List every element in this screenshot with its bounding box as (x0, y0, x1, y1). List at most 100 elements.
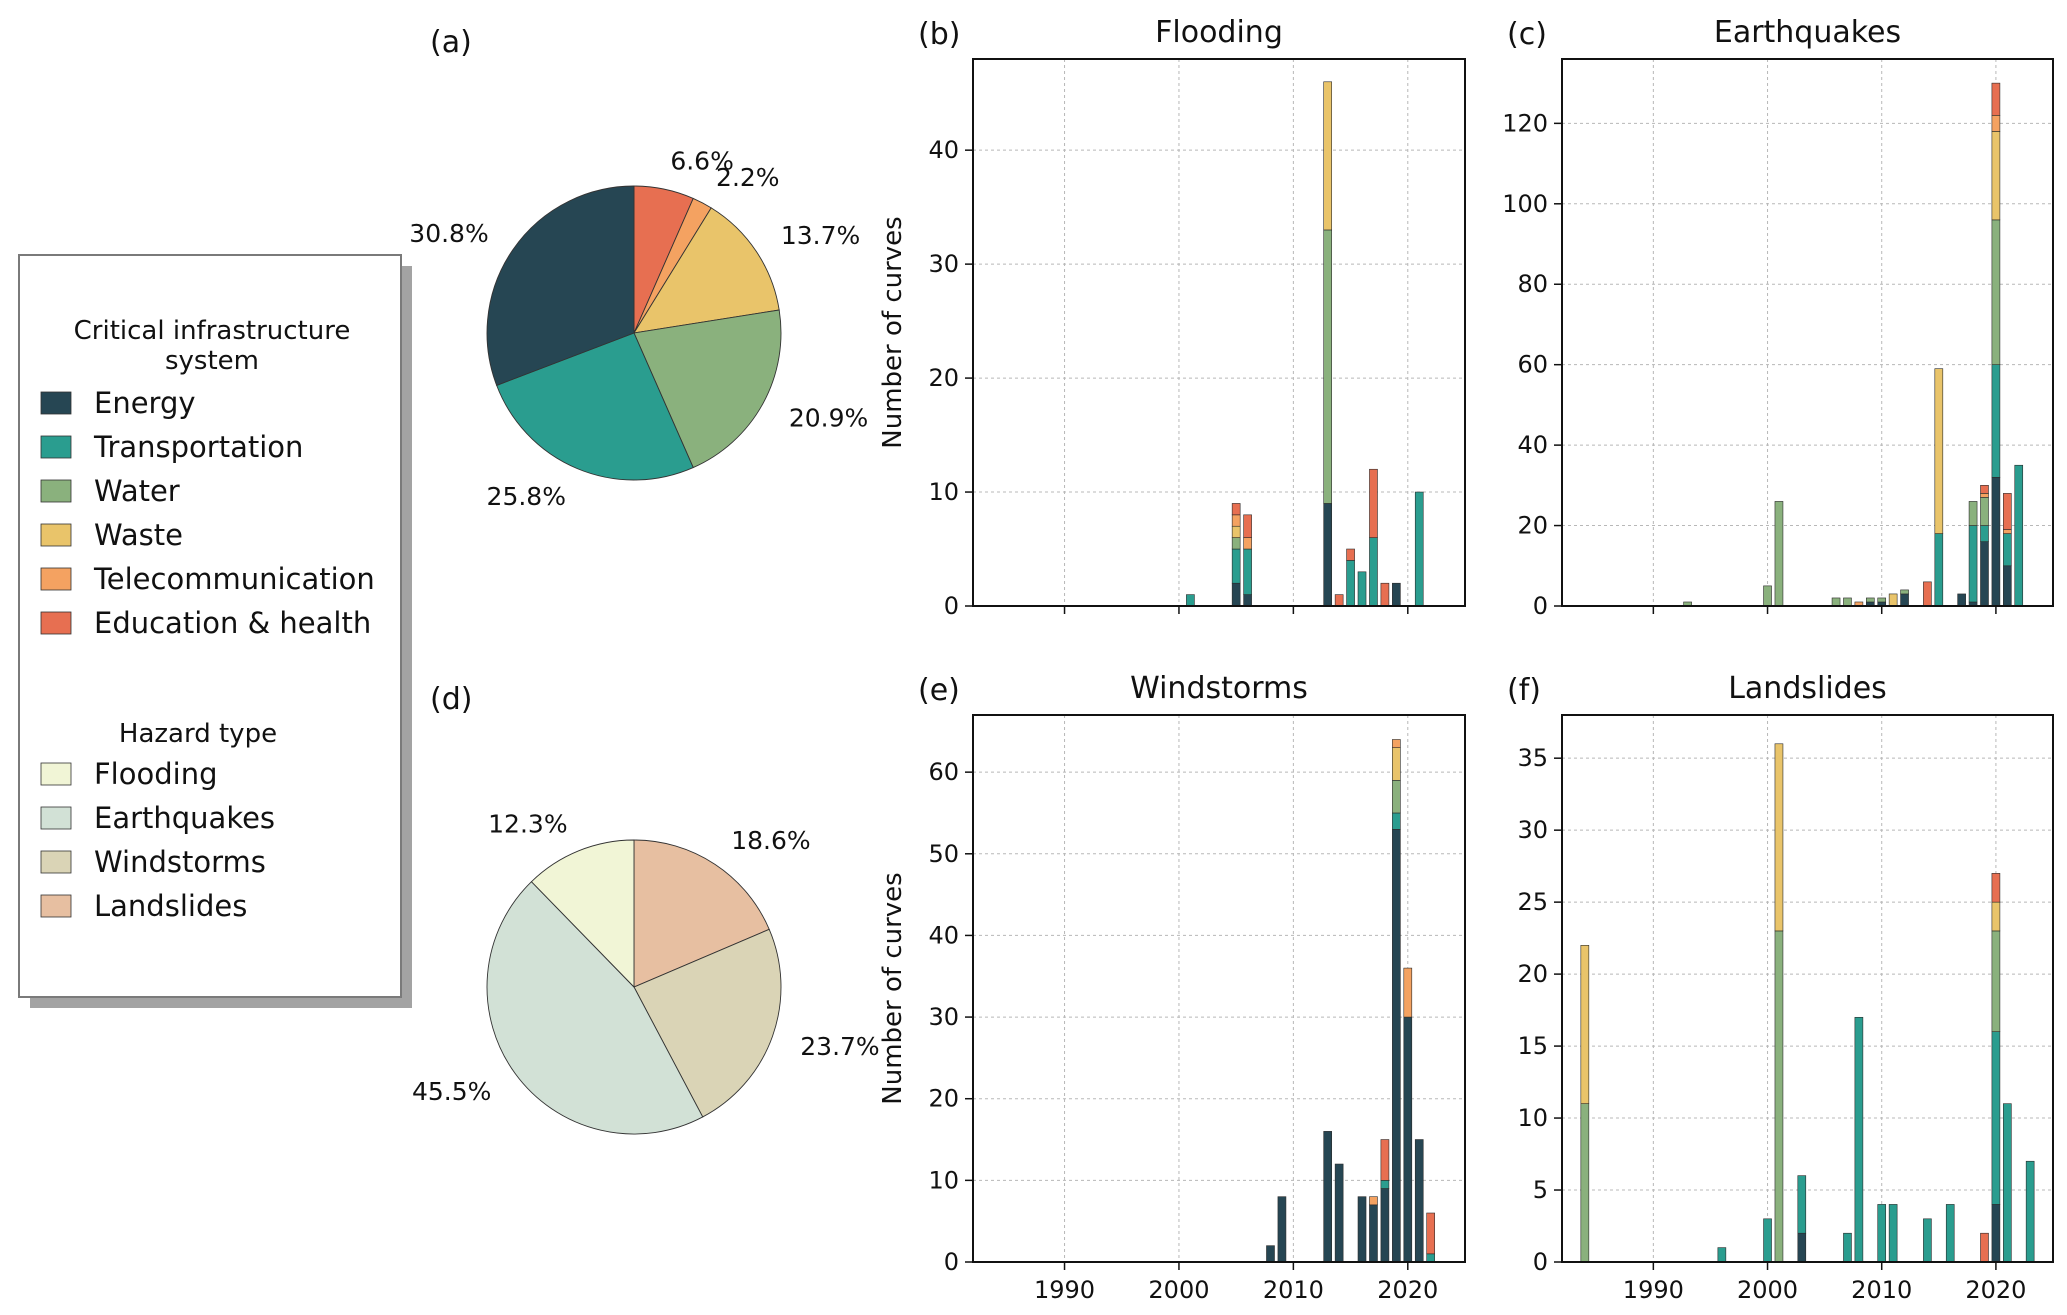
pie-slice-landslides (633, 839, 770, 988)
bar-segment-transportation (1357, 571, 1367, 607)
bar-segment-waste (1991, 901, 2001, 932)
panel-label-f: (f) (1507, 673, 1541, 708)
bar-segment-water (1866, 597, 1875, 603)
bar-segment-education-health (1380, 1139, 1390, 1181)
bar-segment-education-health (1980, 1232, 1989, 1263)
y-tick-label: 40 (928, 921, 959, 949)
bar-segment-telecommunication (1243, 537, 1252, 550)
bar-chart-e: 0 10 20 30 40 50 60 1990 2000 2010 2020 Windstorms (… (878, 671, 1466, 1304)
bar-segment-energy (1323, 1131, 1333, 1263)
chart-title: Flooding (1155, 15, 1283, 50)
pie-slice-water (633, 309, 782, 469)
bar-segment-waste (1991, 131, 2001, 221)
panel-label-e: (e) (918, 673, 960, 708)
y-tick-label: 40 (1517, 431, 1548, 459)
y-tick-label: 120 (1502, 109, 1548, 137)
panel-label-a: (a) (430, 25, 472, 60)
x-tick-label: 2010 (1851, 1276, 1912, 1304)
y-tick-label: 0 (1533, 1248, 1548, 1276)
x-tick-label: 1990 (1034, 1276, 1095, 1304)
y-axis-label: Number of curves (878, 216, 908, 448)
bar-segment-education-health (1923, 581, 1932, 607)
x-tick-label: 2020 (1377, 1276, 1438, 1304)
legend-swatch-landslides (40, 894, 72, 918)
plot-frame (972, 714, 1466, 1263)
bar-segment-telecommunication (2003, 529, 2012, 534)
bar-segment-education-health (1426, 1212, 1435, 1255)
bar-segment-transportation (1797, 1175, 1807, 1234)
y-tick-label: 40 (928, 136, 959, 164)
pie-chart-d: (d) 18.6% 23.7% 45.5% 12.3% (412, 682, 880, 1135)
legend-swatch-water (40, 479, 72, 503)
y-tick-label: 30 (928, 250, 959, 278)
bar-segment-energy (1323, 503, 1333, 607)
y-tick-label: 10 (928, 478, 959, 506)
bar-segment-transportation (1426, 1253, 1435, 1263)
bar-segment-transportation (2014, 464, 2024, 607)
bar-segment-energy (1392, 582, 1401, 607)
y-tick-label: 60 (1517, 351, 1548, 379)
y-tick-label: 25 (1517, 888, 1548, 916)
x-tick-label: 2020 (1965, 1276, 2026, 1304)
bar-segment-transportation (1968, 525, 1978, 603)
legend-hazard-title: Hazard type (119, 719, 277, 749)
bar-segment-water (1900, 589, 1909, 595)
y-tick-label: 10 (928, 1166, 959, 1194)
legend-label-windstorms: Windstorms (94, 845, 266, 879)
bar-segment-water (1580, 1103, 1590, 1263)
bar-segment-education-health (1346, 548, 1355, 561)
bar-segment-waste (1231, 525, 1241, 538)
bar-segment-water (1991, 930, 2001, 1032)
bar-segment-energy (1243, 594, 1252, 607)
pie-slice-earthquakes (486, 881, 704, 1135)
bar-segment-transportation (1243, 548, 1252, 595)
legend-system-title-line2: system (165, 346, 259, 376)
legend-swatch-transportation (40, 435, 72, 459)
bar-segment-transportation (2003, 1103, 2012, 1263)
legend-swatch-telecommunication (40, 567, 72, 591)
legend-label-education-health: Education & health (94, 606, 371, 640)
bar-segment-telecommunication (1980, 493, 1989, 498)
y-tick-label: 30 (1517, 816, 1548, 844)
bar-segment-telecommunication (1991, 115, 2001, 132)
bar-segment-water (1831, 597, 1841, 607)
bar-segment-transportation (2025, 1160, 2035, 1263)
x-tick-label: 1990 (1623, 1276, 1684, 1304)
bar-segment-education-health (1243, 514, 1252, 538)
bar-segment-telecommunication (1231, 514, 1241, 527)
bar-segment-energy (1266, 1245, 1275, 1263)
bar-chart-f: 0 5 10 15 20 25 30 35 1990 2000 2010 2020 Landslides… (1507, 671, 2054, 1304)
bar-segment-transportation (1945, 1204, 1955, 1263)
pie-value-label-earthquakes: 45.5% (412, 1077, 491, 1106)
bar-segment-water (1877, 597, 1887, 603)
bar-segment-education-health (1380, 582, 1390, 607)
legend-swatch-education-health (40, 611, 72, 635)
y-tick-label: 60 (928, 758, 959, 786)
bar-segment-education-health (1991, 82, 2001, 116)
chart-title: Earthquakes (1714, 15, 1901, 50)
bar-segment-water (1968, 501, 1978, 526)
y-tick-label: 80 (1517, 270, 1548, 298)
bar-segment-water (1843, 597, 1852, 607)
bar-segment-transportation (1854, 1016, 1864, 1263)
y-tick-label: 0 (944, 1248, 959, 1276)
bar-segment-energy (1357, 1196, 1367, 1263)
y-tick-label: 0 (1533, 592, 1548, 620)
pie-slice-windstorms (633, 928, 782, 1118)
chart-title: Windstorms (1130, 671, 1308, 706)
bar-segment-energy (1991, 476, 2001, 607)
bar-segment-waste (1580, 945, 1590, 1104)
bar-segment-energy (1900, 593, 1909, 607)
bar-segment-water (1763, 585, 1772, 607)
pie-value-label-transportation: 25.8% (487, 482, 566, 511)
y-tick-label: 20 (1517, 512, 1548, 540)
bar-segment-energy (1392, 828, 1401, 1263)
y-tick-label: 20 (928, 1085, 959, 1113)
pie-value-label-landslides: 18.6% (731, 826, 810, 855)
legend-label-telecommunication: Telecommunication (93, 562, 375, 596)
y-tick-label: 35 (1517, 744, 1548, 772)
bar-segment-energy (1380, 1188, 1390, 1263)
legend-label-waste: Waste (94, 518, 183, 552)
legend-swatch-energy (40, 391, 72, 415)
